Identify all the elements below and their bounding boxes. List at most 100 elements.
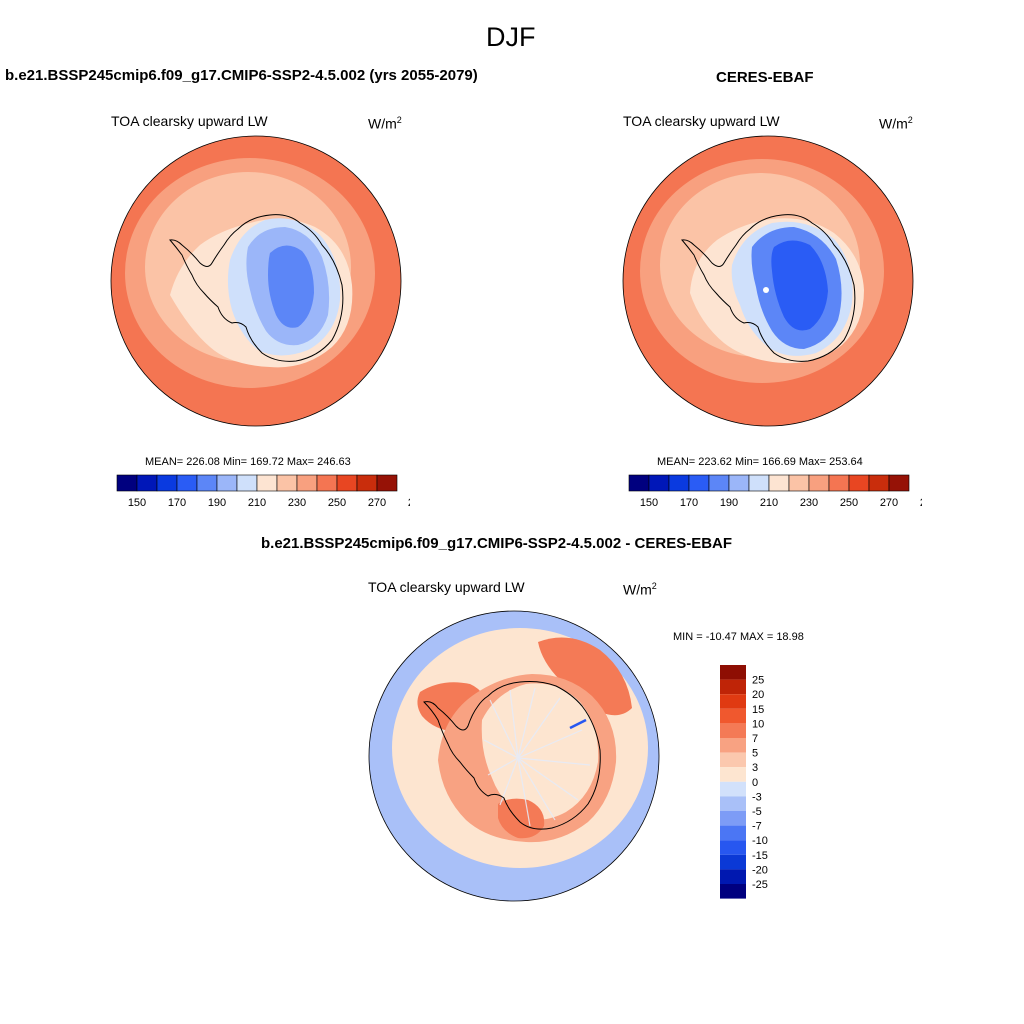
panel3-title: b.e21.BSSP245cmip6.f09_g17.CMIP6-SSP2-4.… xyxy=(261,535,733,552)
colorbar-cell xyxy=(768,474,790,492)
colorbar-cell xyxy=(336,474,358,492)
colorbar-tick-label: 5 xyxy=(752,748,758,760)
colorbar-cell xyxy=(276,474,298,492)
panel3-stats: MIN = -10.47 MAX = 18.98 xyxy=(673,631,804,643)
colorbar-tick-label: 150 xyxy=(640,497,658,509)
colorbar-cell xyxy=(720,767,746,782)
colorbar-tick-label: 25 xyxy=(752,675,764,687)
colorbar-tick-label: 170 xyxy=(680,497,698,509)
colorbar-cell xyxy=(720,708,746,724)
colorbar-cell xyxy=(136,474,158,492)
p2-field-plateau-core xyxy=(771,240,828,331)
p3-field-continent-interior xyxy=(481,683,599,820)
p1-coastline xyxy=(169,214,344,362)
colorbar-cell xyxy=(176,474,198,492)
figure-title: DJF xyxy=(486,22,536,52)
colorbar-cell xyxy=(748,474,770,492)
colorbar-cell xyxy=(316,474,338,492)
colorbar-tick-label: 290 xyxy=(920,497,922,509)
colorbar-tick-label: 190 xyxy=(720,497,738,509)
colorbar-cell xyxy=(720,752,746,768)
p3-coastline xyxy=(423,681,601,830)
colorbar-tick-label: 250 xyxy=(328,497,346,509)
colorbar-tick-label: -10 xyxy=(752,835,768,847)
colorbar-cell xyxy=(720,796,746,811)
colorbar-tick-label: 290 xyxy=(408,497,410,509)
panel2-title: CERES-EBAF xyxy=(716,69,814,86)
colorbar-tick-label: 150 xyxy=(128,497,146,509)
panel1-stats: MEAN= 226.08 Min= 169.72 Max= 246.63 xyxy=(145,456,351,468)
colorbar-cell xyxy=(216,474,238,492)
colorbar-cell xyxy=(376,474,398,492)
colorbar-cell xyxy=(720,854,746,870)
colorbar-cell xyxy=(720,869,746,884)
colorbar-cell xyxy=(888,474,910,492)
colorbar-tick-label: 7 xyxy=(752,733,758,745)
colorbar-cell xyxy=(708,474,730,492)
colorbar-cell xyxy=(156,474,178,492)
p3-blue-streak xyxy=(569,718,587,730)
colorbar-cell xyxy=(628,474,650,492)
panel1-units: W/m2 xyxy=(368,115,402,132)
colorbar-tick-label: 0 xyxy=(752,777,758,789)
colorbar-cell xyxy=(236,474,258,492)
colorbar-cell xyxy=(720,811,746,826)
colorbar-cell xyxy=(688,474,710,492)
panel1-colorbar: 150 170 190 210 230 250 270 290 xyxy=(116,474,410,509)
colorbar-cell xyxy=(720,884,746,899)
panel3-map xyxy=(368,610,660,902)
colorbar-tick-label: 10 xyxy=(752,718,764,730)
colorbar-tick-label: 20 xyxy=(752,689,764,701)
colorbar-cell xyxy=(296,474,318,492)
colorbar-cell xyxy=(720,679,746,695)
colorbar-tick-label: 170 xyxy=(168,497,186,509)
colorbar-cell xyxy=(720,840,746,855)
colorbar-tick-label: 270 xyxy=(368,497,386,509)
colorbar-cell xyxy=(720,723,746,738)
panel3-colorbar: 25 20 15 10 7 5 3 0 -3 -5 -7 -10 -15 -20 -25 xyxy=(720,665,768,899)
colorbar-tick-label: 270 xyxy=(880,497,898,509)
panel2-variable-label: TOA clearsky upward LW xyxy=(623,113,780,129)
colorbar-tick-label: 230 xyxy=(800,497,818,509)
colorbar-cell xyxy=(116,474,138,492)
colorbar-cell xyxy=(720,738,746,753)
colorbar-tick-label: 15 xyxy=(752,704,764,716)
colorbar-tick-label: -25 xyxy=(752,879,768,891)
colorbar-cell xyxy=(848,474,870,492)
colorbar-cell xyxy=(788,474,810,492)
colorbar-cell xyxy=(720,781,746,797)
p2-coastline xyxy=(681,214,856,362)
p3-field-east-ocean-patch xyxy=(538,637,632,716)
panel2-stats: MEAN= 223.62 Min= 166.69 Max= 253.64 xyxy=(657,456,863,468)
panel1-variable-label: TOA clearsky upward LW xyxy=(111,113,268,129)
colorbar-cell xyxy=(868,474,890,492)
panel3-units: W/m2 xyxy=(623,581,657,598)
panel1-title: b.e21.BSSP245cmip6.f09_g17.CMIP6-SSP2-4.… xyxy=(5,67,478,84)
panel2-map xyxy=(622,135,914,427)
p2-missing-pole-point xyxy=(763,287,769,293)
colorbar-tick-label: -7 xyxy=(752,821,762,833)
p3-radial-streaks xyxy=(483,687,591,827)
p1-field-plateau-core xyxy=(268,245,314,328)
colorbar-cell xyxy=(356,474,378,492)
colorbar-tick-label: -3 xyxy=(752,791,762,803)
colorbar-tick-label: 3 xyxy=(752,762,758,774)
colorbar-cell xyxy=(648,474,670,492)
colorbar-tick-label: -20 xyxy=(752,864,768,876)
colorbar-tick-label: 230 xyxy=(288,497,306,509)
colorbar-cell xyxy=(668,474,690,492)
colorbar-cell xyxy=(720,825,746,841)
colorbar-cell xyxy=(828,474,850,492)
colorbar-tick-label: 190 xyxy=(208,497,226,509)
colorbar-tick-label: -15 xyxy=(752,850,768,862)
colorbar-cell xyxy=(196,474,218,492)
panel3-variable-label: TOA clearsky upward LW xyxy=(368,579,525,595)
panel2-units: W/m2 xyxy=(879,115,913,132)
panel1-map xyxy=(110,135,402,427)
colorbar-tick-label: 210 xyxy=(248,497,266,509)
colorbar-tick-label: -5 xyxy=(752,806,762,818)
panel2-colorbar: 150 170 190 210 230 250 270 290 xyxy=(628,474,922,509)
colorbar-cell xyxy=(808,474,830,492)
colorbar-cell xyxy=(720,665,746,680)
colorbar-tick-label: 210 xyxy=(760,497,778,509)
